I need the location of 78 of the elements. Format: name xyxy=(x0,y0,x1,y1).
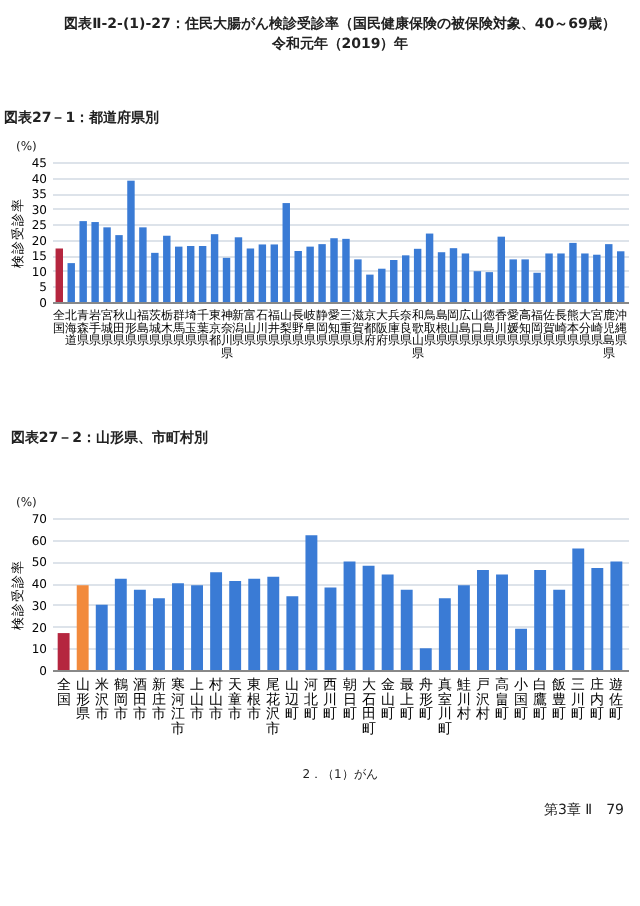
bar xyxy=(318,244,326,302)
bar xyxy=(557,253,565,302)
bar xyxy=(457,585,470,670)
bar xyxy=(79,221,87,302)
bar xyxy=(591,567,604,670)
bar xyxy=(186,246,195,302)
bar xyxy=(210,234,219,302)
bar xyxy=(91,222,99,302)
bar xyxy=(533,272,541,302)
bar xyxy=(248,578,261,670)
bar xyxy=(473,271,482,302)
bar xyxy=(229,580,242,670)
bar xyxy=(534,570,547,670)
bar xyxy=(76,585,89,670)
bar xyxy=(521,259,529,302)
bar xyxy=(343,561,356,670)
bar xyxy=(324,587,337,670)
bar xyxy=(496,574,508,670)
bar xyxy=(485,272,494,302)
bar xyxy=(294,250,302,302)
bar xyxy=(67,263,75,302)
bar xyxy=(354,259,362,302)
bar xyxy=(362,565,375,670)
bar xyxy=(545,253,553,302)
bar xyxy=(306,246,314,302)
bar xyxy=(258,244,267,302)
bar xyxy=(425,233,434,302)
bar xyxy=(509,259,517,302)
bar xyxy=(477,570,489,670)
bar xyxy=(172,583,184,670)
bar xyxy=(330,238,338,302)
bar xyxy=(438,598,451,670)
bar xyxy=(616,251,625,302)
bar xyxy=(569,242,577,302)
bar xyxy=(234,237,243,302)
bar xyxy=(175,246,183,302)
bar xyxy=(151,252,159,302)
bar xyxy=(366,274,374,302)
bar xyxy=(55,248,64,302)
bar xyxy=(163,235,171,302)
bar xyxy=(553,589,566,670)
bar xyxy=(581,253,589,302)
bar xyxy=(127,180,135,302)
bar xyxy=(95,604,108,670)
bar xyxy=(133,589,146,670)
bar xyxy=(191,585,203,670)
bar xyxy=(267,576,280,670)
bar xyxy=(605,244,613,302)
bar xyxy=(286,596,299,670)
bar xyxy=(381,574,394,670)
bar xyxy=(449,248,458,302)
bar xyxy=(437,252,446,302)
bar xyxy=(103,227,111,302)
bar xyxy=(413,248,422,302)
bar xyxy=(515,628,528,670)
bar xyxy=(139,227,147,302)
bar xyxy=(390,260,398,302)
bar xyxy=(378,268,386,302)
bar xyxy=(222,257,231,302)
bar xyxy=(610,561,623,670)
bar xyxy=(270,244,279,302)
bar xyxy=(152,598,165,670)
bar xyxy=(593,254,601,302)
bar xyxy=(401,255,410,302)
bar xyxy=(198,246,207,302)
bar xyxy=(400,589,413,670)
bar xyxy=(246,248,255,302)
bar xyxy=(461,253,470,302)
bar xyxy=(342,238,350,302)
bar xyxy=(282,203,290,302)
bar xyxy=(57,633,70,670)
bar xyxy=(115,235,123,302)
bar xyxy=(572,548,585,670)
bar xyxy=(305,535,318,670)
bar xyxy=(210,572,223,670)
bar xyxy=(497,236,505,302)
bar xyxy=(114,578,127,670)
bar xyxy=(419,648,432,670)
